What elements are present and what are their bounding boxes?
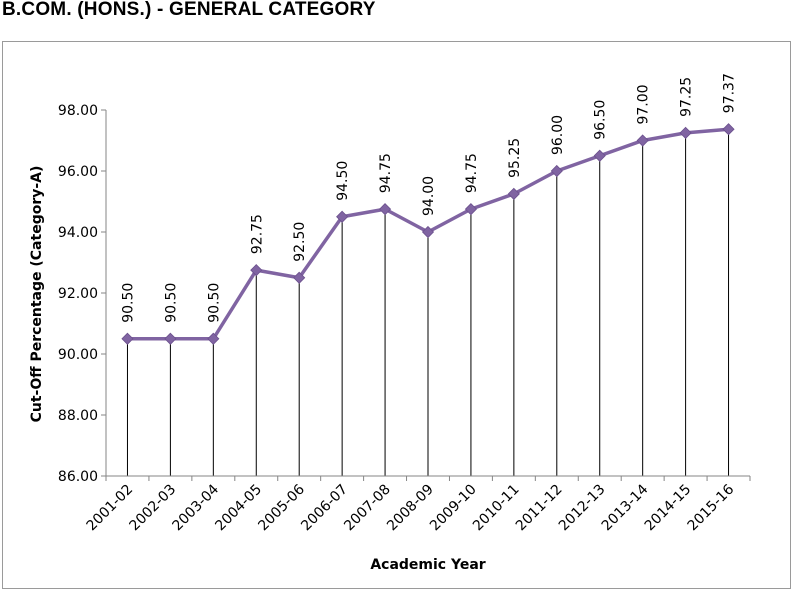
y-tick-label: 98.00 bbox=[58, 103, 98, 119]
data-point-marker bbox=[679, 126, 692, 139]
y-tick-label: 92.00 bbox=[58, 286, 98, 302]
y-axis-ticks: 86.00 88.00 90.00 92.00 94.00 96.00 98.00 bbox=[58, 103, 106, 485]
x-tick-label: 2001-02 bbox=[84, 482, 137, 535]
x-tick-label: 2010-11 bbox=[470, 482, 523, 535]
x-tick-label: 2003-04 bbox=[169, 481, 222, 534]
x-tick-label: 2012-13 bbox=[556, 482, 609, 535]
data-label: 90.50 bbox=[120, 283, 136, 323]
y-tick-label: 90.00 bbox=[58, 347, 98, 363]
data-label: 96.50 bbox=[593, 100, 609, 140]
y-axis-title: Cut-Off Percentage (Category-A) bbox=[29, 166, 45, 423]
y-tick-label: 88.00 bbox=[58, 408, 98, 424]
page-title: B.COM. (HONS.) - GENERAL CATEGORY bbox=[2, 0, 376, 20]
y-tick-label: 86.00 bbox=[58, 469, 98, 485]
data-label: 94.50 bbox=[335, 161, 351, 201]
x-tick-label: 2014-15 bbox=[642, 482, 695, 535]
y-tick-label: 96.00 bbox=[58, 164, 98, 180]
data-point-marker bbox=[379, 203, 392, 216]
x-tick-label: 2006-07 bbox=[298, 482, 351, 535]
x-tick-label: 2008-09 bbox=[384, 482, 437, 535]
x-tick-label: 2011-12 bbox=[513, 482, 566, 535]
data-label: 97.25 bbox=[679, 77, 695, 117]
data-point-marker bbox=[250, 264, 263, 277]
chart-frame bbox=[2, 41, 791, 589]
data-point-marker bbox=[507, 187, 520, 200]
data-label: 90.50 bbox=[206, 283, 222, 323]
data-point-marker bbox=[121, 332, 134, 345]
data-label: 94.00 bbox=[421, 176, 437, 216]
data-label: 95.25 bbox=[507, 138, 523, 178]
x-tick-label: 2004-05 bbox=[212, 482, 265, 535]
data-point-marker bbox=[336, 210, 349, 223]
data-label: 90.50 bbox=[163, 283, 179, 323]
data-label: 92.75 bbox=[249, 214, 265, 254]
data-point-marker bbox=[421, 225, 435, 239]
data-labels: 90.50 90.50 90.50 92.75 92.50 94.50 94.75 94.00… bbox=[120, 73, 737, 323]
data-point-marker bbox=[207, 332, 220, 345]
x-tick-label: 2015-16 bbox=[685, 481, 738, 534]
x-tick-label: 2007-08 bbox=[341, 482, 394, 535]
x-tick-label: 2005-06 bbox=[255, 481, 308, 534]
x-tick-label: 2002-03 bbox=[127, 482, 180, 535]
data-point-marker bbox=[636, 134, 649, 147]
data-point-marker bbox=[550, 164, 563, 178]
data-point-marker bbox=[164, 332, 177, 345]
x-axis-ticks: 2001-022002-032003-042004-052005-062006-… bbox=[84, 476, 751, 535]
data-label: 94.75 bbox=[378, 153, 394, 193]
drop-lines bbox=[126, 129, 730, 476]
x-tick-label: 2009-10 bbox=[427, 482, 480, 535]
series-group bbox=[121, 123, 735, 345]
data-label: 92.50 bbox=[292, 222, 308, 262]
x-axis-title: Academic Year bbox=[370, 557, 485, 573]
data-point-marker bbox=[722, 123, 735, 136]
data-point-marker bbox=[464, 203, 477, 216]
y-tick-label: 94.00 bbox=[58, 225, 98, 241]
data-label: 94.75 bbox=[464, 153, 480, 193]
data-point-marker bbox=[293, 271, 306, 284]
x-tick-label: 2013-14 bbox=[599, 481, 652, 534]
data-label: 97.37 bbox=[722, 73, 738, 113]
data-point-marker bbox=[593, 149, 606, 162]
data-label: 97.00 bbox=[636, 84, 652, 124]
data-label: 96.00 bbox=[550, 115, 566, 155]
